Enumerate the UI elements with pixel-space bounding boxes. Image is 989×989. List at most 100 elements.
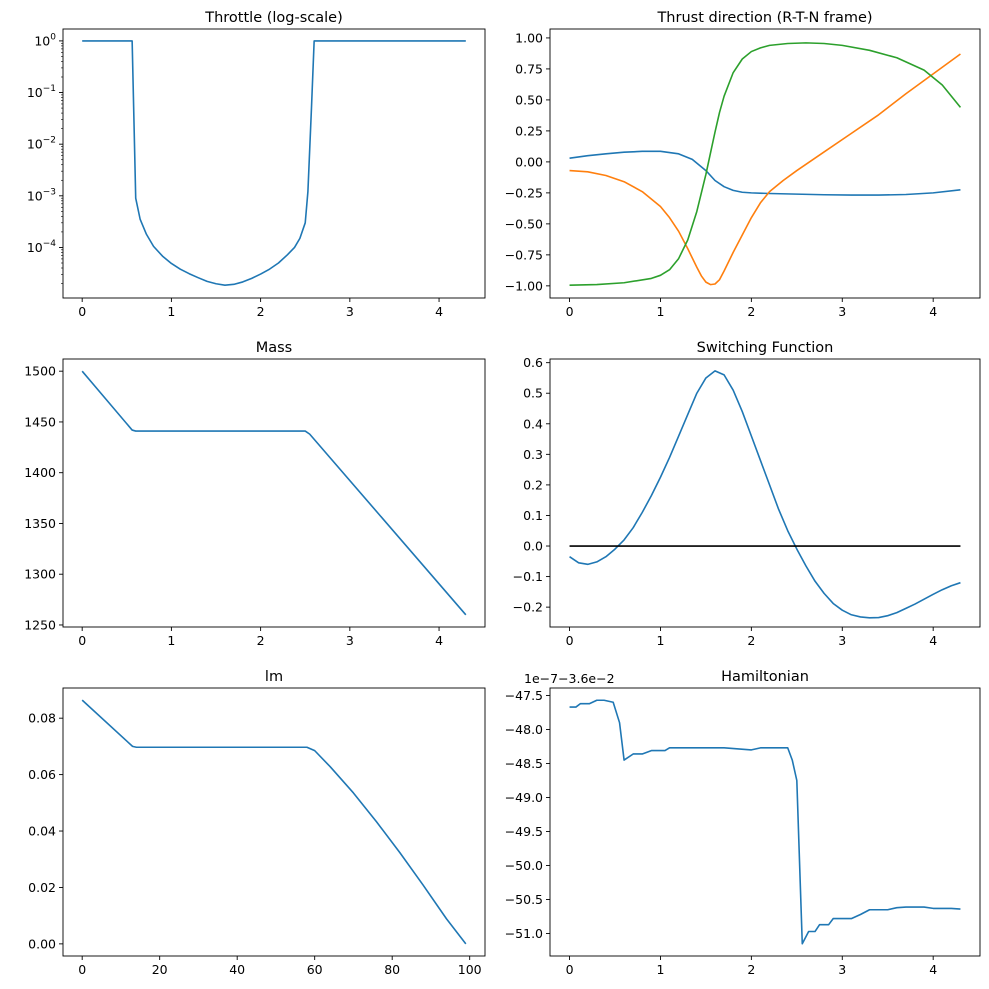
x-tick-label: 2 bbox=[747, 633, 755, 648]
x-tick-label: 100 bbox=[458, 962, 482, 977]
series-line-1 bbox=[81, 370, 467, 616]
chart-title: lm bbox=[265, 669, 283, 685]
series-line-1 bbox=[569, 150, 961, 196]
axes-frame bbox=[549, 687, 981, 957]
x-tick-label: 1 bbox=[656, 633, 664, 648]
y-tick-label: 1300 bbox=[24, 567, 56, 582]
x-tick-label: 20 bbox=[152, 962, 168, 977]
y-tick-label: 10−4 bbox=[27, 239, 56, 255]
axes-frame bbox=[549, 358, 981, 628]
chart-title: Hamiltonian bbox=[721, 669, 809, 685]
chart-title: Throttle (log-scale) bbox=[204, 10, 343, 26]
axes-frame bbox=[62, 28, 486, 299]
y-tick-label: −50.5 bbox=[505, 892, 543, 907]
x-tick-label: 4 bbox=[929, 633, 937, 648]
series-line-1 bbox=[82, 40, 466, 286]
y-tick-label: 1400 bbox=[24, 465, 56, 480]
chart-5: lm 0 20 40 60 80 100 0.08 0.06 0.04 0.02 0.00 bbox=[28, 669, 486, 977]
y-tick-label: −49.5 bbox=[505, 824, 543, 839]
y-tick-label: −49.0 bbox=[505, 790, 543, 805]
x-tick-label: 0 bbox=[78, 633, 86, 648]
y-tick-label: 100 bbox=[34, 32, 56, 48]
x-tick-label: 2 bbox=[257, 304, 265, 319]
y-tick-label: −1.00 bbox=[505, 278, 543, 293]
y-tick-label: 0.04 bbox=[28, 824, 56, 839]
x-tick-label: 0 bbox=[566, 962, 574, 977]
axis-offset-text: 1e−7−3.6e−2 bbox=[524, 671, 615, 686]
y-tick-label: −0.1 bbox=[513, 569, 543, 584]
chart-3: Mass 0 1 2 3 4 1500 1450 1400 1350 1300 1250 bbox=[24, 340, 486, 648]
x-tick-label: 3 bbox=[346, 633, 354, 648]
y-tick-label: −0.75 bbox=[505, 247, 543, 262]
series-line-1 bbox=[569, 699, 961, 945]
axes-frame bbox=[549, 28, 981, 299]
y-tick-label: −50.0 bbox=[505, 858, 543, 873]
y-tick-label: 0.4 bbox=[523, 416, 543, 431]
x-tick-label: 3 bbox=[346, 304, 354, 319]
x-tick-label: 40 bbox=[229, 962, 245, 977]
series-line-3 bbox=[569, 42, 962, 287]
y-tick-label: 0.1 bbox=[523, 508, 543, 523]
y-tick-label: 0.5 bbox=[523, 386, 543, 401]
axes-frame bbox=[62, 358, 486, 628]
y-tick-label: 0.0 bbox=[523, 539, 543, 554]
chart-4: Switching Function 0 1 2 3 4 0.6 0.5 0.4 0.3 0.2 0.… bbox=[513, 340, 981, 648]
series-line-2 bbox=[569, 53, 961, 286]
x-tick-label: 4 bbox=[929, 962, 937, 977]
y-tick-label: 10−2 bbox=[27, 136, 56, 152]
x-tick-label: 4 bbox=[435, 633, 443, 648]
x-tick-label: 1 bbox=[167, 633, 175, 648]
x-tick-label: 3 bbox=[838, 304, 846, 319]
y-tick-label: −48.0 bbox=[505, 722, 543, 737]
y-tick-label: 0.25 bbox=[515, 123, 543, 138]
y-tick-label: 0.02 bbox=[28, 880, 56, 895]
x-tick-label: 3 bbox=[838, 962, 846, 977]
y-tick-label: 0.6 bbox=[523, 355, 543, 370]
x-tick-label: 3 bbox=[838, 633, 846, 648]
x-tick-label: 2 bbox=[747, 962, 755, 977]
x-tick-label: 4 bbox=[929, 304, 937, 319]
y-tick-label: 1450 bbox=[24, 414, 56, 429]
x-tick-label: 0 bbox=[566, 633, 574, 648]
y-tick-label: 1350 bbox=[24, 516, 56, 531]
y-tick-label: 10−1 bbox=[27, 84, 56, 100]
x-tick-label: 2 bbox=[257, 633, 265, 648]
x-tick-label: 1 bbox=[656, 304, 664, 319]
y-tick-label: 10−3 bbox=[27, 187, 56, 203]
y-tick-label: −51.0 bbox=[505, 926, 543, 941]
axes-frame bbox=[62, 687, 486, 957]
x-tick-label: 1 bbox=[167, 304, 175, 319]
chart-2: Thrust direction (R-T-N frame) 0 1 2 3 4 1.00 0… bbox=[505, 10, 981, 319]
y-tick-label: 1250 bbox=[24, 617, 56, 632]
y-tick-label: 0.08 bbox=[28, 711, 56, 726]
series-line-1 bbox=[569, 370, 961, 619]
x-tick-label: 0 bbox=[78, 962, 86, 977]
chart-6: Hamiltonian 1e−7−3.6e−2 0 1 2 3 4 −47.5 −48.0 −48… bbox=[505, 669, 981, 977]
chart-title: Thrust direction (R-T-N frame) bbox=[656, 10, 872, 26]
y-tick-label: −0.25 bbox=[505, 185, 543, 200]
y-tick-label: 0.06 bbox=[28, 767, 56, 782]
x-tick-label: 0 bbox=[78, 304, 86, 319]
y-tick-label: 0.75 bbox=[515, 61, 543, 76]
x-tick-label: 2 bbox=[747, 304, 755, 319]
y-tick-label: −47.5 bbox=[505, 688, 543, 703]
y-tick-label: −0.50 bbox=[505, 216, 543, 231]
y-tick-label: 1500 bbox=[24, 364, 56, 379]
y-tick-label: 0.00 bbox=[515, 154, 543, 169]
chart-title: Switching Function bbox=[697, 340, 834, 356]
y-tick-label: 0.50 bbox=[515, 92, 543, 107]
x-tick-label: 80 bbox=[384, 962, 400, 977]
series-line-1 bbox=[81, 699, 467, 945]
x-tick-label: 0 bbox=[566, 304, 574, 319]
y-tick-label: 0.2 bbox=[523, 477, 543, 492]
y-tick-label: −48.5 bbox=[505, 756, 543, 771]
x-tick-label: 60 bbox=[307, 962, 323, 977]
y-tick-label: 1.00 bbox=[515, 30, 543, 45]
x-tick-label: 1 bbox=[656, 962, 664, 977]
y-tick-label: 0.3 bbox=[523, 447, 543, 462]
chart-title: Mass bbox=[256, 340, 293, 356]
chart-1: Throttle (log-scale) 0 1 2 3 4 100 10−1 10−2 10−3… bbox=[27, 10, 486, 319]
x-tick-label: 4 bbox=[435, 304, 443, 319]
